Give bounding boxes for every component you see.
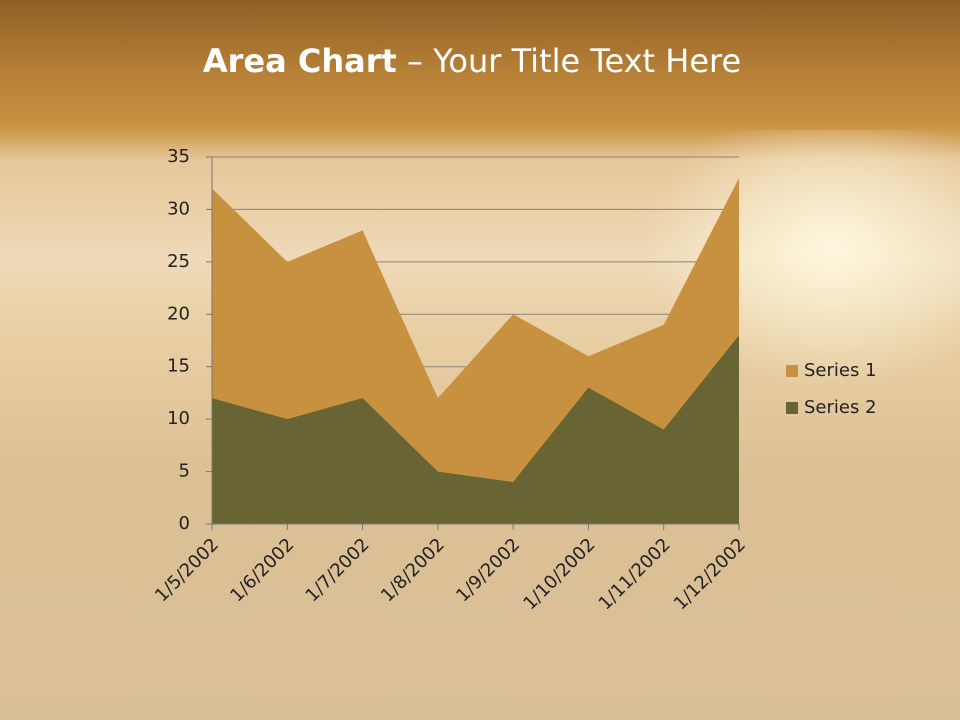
x-tick-label: 1/5/2002 [151, 534, 223, 606]
y-tick-label: 30 [167, 198, 190, 219]
area [212, 335, 739, 524]
legend-swatch [786, 402, 798, 414]
y-tick-label: 20 [167, 303, 190, 324]
x-tick-label: 1/11/2002 [595, 534, 675, 614]
y-tick-label: 15 [167, 356, 190, 377]
chart-title: Area Chart – Your Title Text Here [203, 42, 741, 80]
y-tick-label: 10 [167, 408, 190, 429]
legend-label: Series 1 [804, 360, 877, 381]
x-tick-label: 1/10/2002 [519, 534, 599, 614]
x-tick-label: 1/7/2002 [302, 534, 374, 606]
y-tick-label: 5 [179, 461, 190, 482]
y-tick-label: 35 [167, 146, 190, 167]
x-tick-label: 1/12/2002 [670, 534, 750, 614]
x-tick-label: 1/6/2002 [226, 534, 298, 606]
x-tick-label: 1/8/2002 [377, 534, 449, 606]
y-tick-label: 25 [167, 251, 190, 272]
legend-swatch [786, 365, 798, 377]
title-bold: Area Chart [203, 42, 397, 80]
legend-label: Series 2 [804, 397, 877, 418]
x-tick-label: 1/9/2002 [452, 534, 524, 606]
title-rest: – Your Title Text Here [407, 42, 741, 80]
y-tick-label: 0 [179, 513, 190, 534]
